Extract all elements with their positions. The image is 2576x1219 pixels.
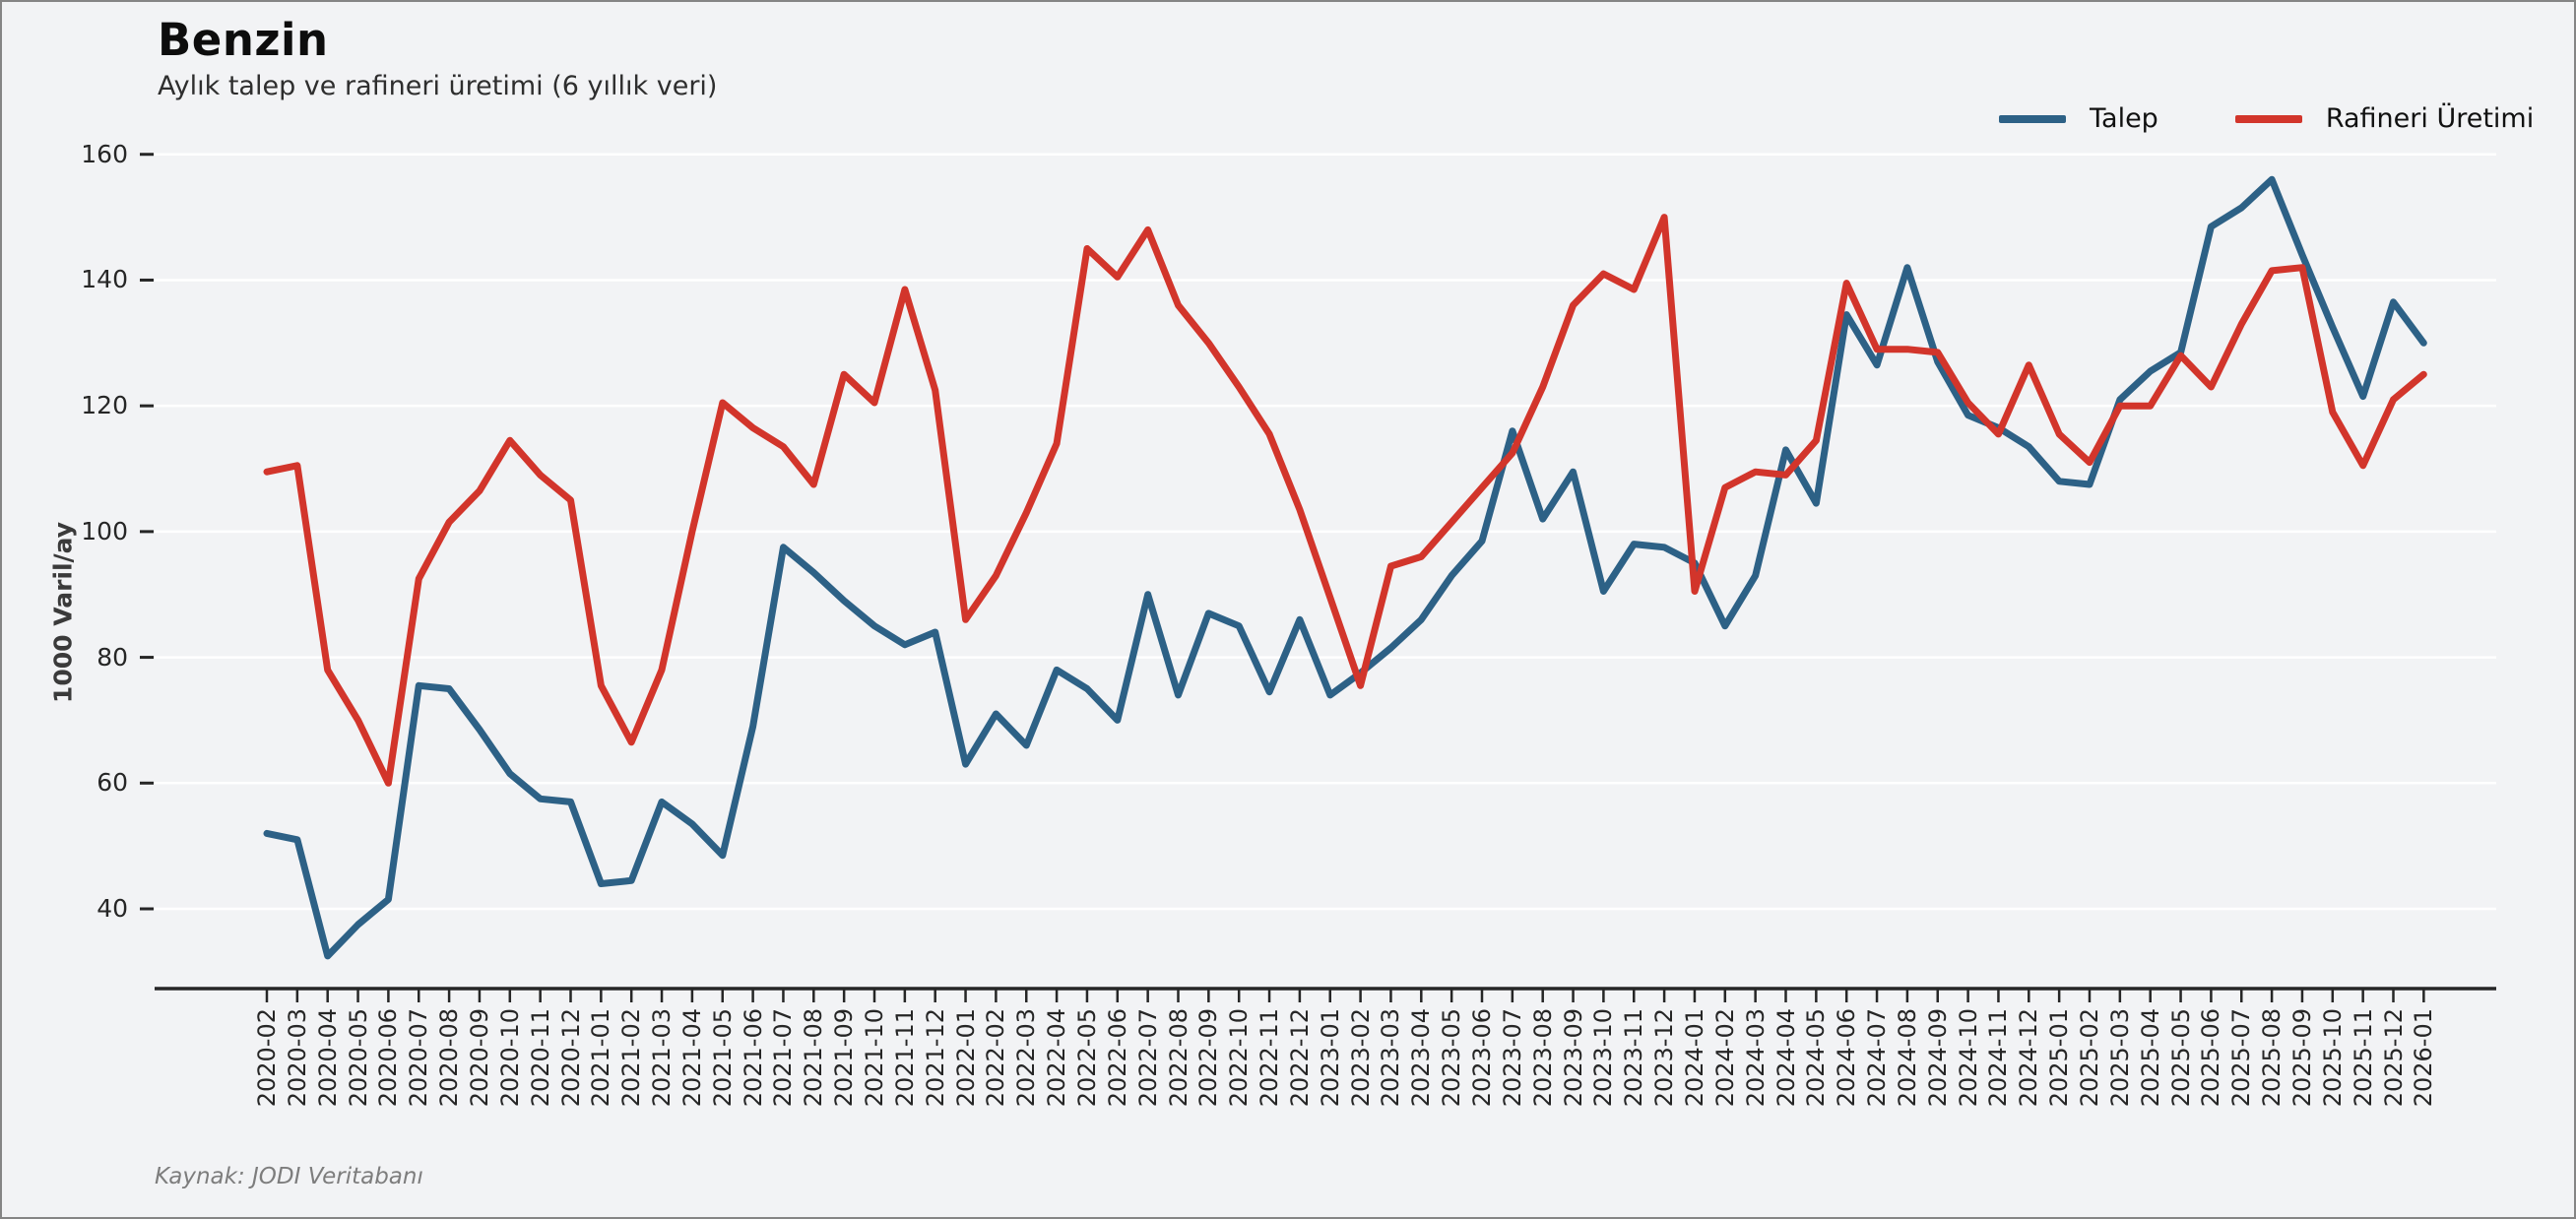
x-tick-label-2020-05: 2020-05 bbox=[344, 1008, 372, 1108]
x-tick-label-2021-05: 2021-05 bbox=[708, 1008, 737, 1108]
x-tick-label-2021-01: 2021-01 bbox=[587, 1008, 615, 1108]
x-tick-label-2024-02: 2024-02 bbox=[1710, 1008, 1739, 1108]
x-tick-label-2022-10: 2022-10 bbox=[1225, 1008, 1254, 1108]
x-tick-label-2024-07: 2024-07 bbox=[1863, 1008, 1892, 1108]
x-tick-label-2024-01: 2024-01 bbox=[1680, 1008, 1708, 1108]
x-tick-label-2023-10: 2023-10 bbox=[1589, 1008, 1618, 1108]
x-tick-label-2023-03: 2023-03 bbox=[1377, 1008, 1405, 1108]
x-tick-label-2023-04: 2023-04 bbox=[1407, 1008, 1436, 1108]
x-tick-label-2025-03: 2025-03 bbox=[2105, 1008, 2134, 1108]
y-tick-label-60: 60 bbox=[97, 768, 128, 798]
source-note: Kaynak: JODI Veritabanı bbox=[155, 1164, 423, 1189]
x-tick-label-2023-02: 2023-02 bbox=[1346, 1008, 1375, 1108]
chart-title: Benzin bbox=[158, 14, 329, 66]
legend: Talep Rafineri Üretimi bbox=[1999, 103, 2534, 134]
x-tick-label-2020-03: 2020-03 bbox=[283, 1008, 311, 1108]
x-tick-label-2025-02: 2025-02 bbox=[2076, 1008, 2103, 1108]
x-tick-label-2022-06: 2022-06 bbox=[1103, 1008, 1131, 1108]
x-tick-label-2022-09: 2022-09 bbox=[1194, 1008, 1223, 1108]
y-tick-label-100: 100 bbox=[81, 516, 128, 545]
y-tick-label-160: 160 bbox=[81, 139, 128, 168]
x-tick-label-2024-05: 2024-05 bbox=[1802, 1008, 1831, 1108]
x-tick-label-2025-09: 2025-09 bbox=[2287, 1008, 2316, 1108]
x-tick-label-2020-12: 2020-12 bbox=[556, 1008, 585, 1108]
x-tick-label-2022-05: 2022-05 bbox=[1072, 1008, 1101, 1108]
x-tick-label-2025-04: 2025-04 bbox=[2136, 1008, 2164, 1108]
x-tick-label-2021-10: 2021-10 bbox=[861, 1008, 888, 1108]
x-tick-label-2023-07: 2023-07 bbox=[1498, 1008, 1526, 1108]
x-tick-label-2021-06: 2021-06 bbox=[739, 1008, 767, 1108]
x-tick-label-2021-12: 2021-12 bbox=[921, 1008, 949, 1108]
legend-label-rafineri: Rafineri Üretimi bbox=[2325, 103, 2535, 134]
x-tick-label-2022-03: 2022-03 bbox=[1012, 1008, 1041, 1108]
x-tick-label-2022-02: 2022-02 bbox=[982, 1008, 1010, 1108]
legend-item-talep: Talep bbox=[1999, 103, 2158, 134]
x-tick-label-2023-06: 2023-06 bbox=[1468, 1008, 1496, 1108]
x-tick-label-2020-04: 2020-04 bbox=[313, 1008, 342, 1108]
x-tick-label-2021-09: 2021-09 bbox=[830, 1008, 859, 1108]
x-tick-label-2020-11: 2020-11 bbox=[526, 1008, 554, 1108]
x-tick-label-2025-12: 2025-12 bbox=[2379, 1008, 2408, 1108]
x-tick-label-2025-06: 2025-06 bbox=[2197, 1008, 2225, 1108]
x-tick-label-2021-08: 2021-08 bbox=[800, 1008, 828, 1108]
x-tick-label-2023-01: 2023-01 bbox=[1316, 1008, 1344, 1108]
talep-line bbox=[263, 175, 2427, 960]
x-tick-label-2024-10: 2024-10 bbox=[1954, 1008, 1982, 1108]
x-tick-label-2021-11: 2021-11 bbox=[890, 1008, 919, 1108]
x-tick-label-2023-08: 2023-08 bbox=[1528, 1008, 1557, 1108]
x-tick-label-2024-08: 2024-08 bbox=[1893, 1008, 1921, 1108]
x-tick-label-2021-02: 2021-02 bbox=[617, 1008, 646, 1108]
x-tick-label-2024-06: 2024-06 bbox=[1833, 1008, 1861, 1108]
x-tick-label-2022-11: 2022-11 bbox=[1256, 1008, 1284, 1108]
x-tick-label-2025-11: 2025-11 bbox=[2349, 1008, 2377, 1108]
x-tick-label-2026-01: 2026-01 bbox=[2410, 1008, 2438, 1108]
x-tick-label-2024-09: 2024-09 bbox=[1923, 1008, 1952, 1108]
y-tick-label-40: 40 bbox=[97, 894, 128, 923]
x-tick-label-2020-10: 2020-10 bbox=[495, 1008, 524, 1108]
x-tick-label-2024-12: 2024-12 bbox=[2015, 1008, 2043, 1108]
rafineri-line-swatch bbox=[2234, 114, 2302, 123]
x-tick-label-2022-08: 2022-08 bbox=[1164, 1008, 1192, 1108]
x-tick-label-2022-07: 2022-07 bbox=[1133, 1008, 1162, 1108]
x-tick-label-2024-04: 2024-04 bbox=[1771, 1008, 1800, 1108]
x-tick-label-2021-07: 2021-07 bbox=[769, 1008, 798, 1108]
x-tick-label-2022-12: 2022-12 bbox=[1285, 1008, 1314, 1108]
y-tick-label-140: 140 bbox=[81, 265, 128, 294]
x-tick-label-2023-12: 2023-12 bbox=[1650, 1008, 1679, 1108]
legend-item-rafineri: Rafineri Üretimi bbox=[2234, 103, 2535, 134]
x-tick-label-2024-11: 2024-11 bbox=[1984, 1008, 2013, 1108]
chart-subtitle: Aylık talep ve rafineri üretimi (6 yıllı… bbox=[158, 71, 718, 101]
x-tick-label-2020-09: 2020-09 bbox=[465, 1008, 493, 1108]
x-tick-label-2023-11: 2023-11 bbox=[1620, 1008, 1648, 1108]
x-tick-label-2020-08: 2020-08 bbox=[435, 1008, 464, 1108]
legend-label-talep: Talep bbox=[2090, 103, 2158, 134]
x-tick-label-2024-03: 2024-03 bbox=[1741, 1008, 1770, 1108]
y-tick-label-80: 80 bbox=[97, 642, 128, 672]
x-tick-label-2020-06: 2020-06 bbox=[374, 1008, 403, 1108]
x-tick-label-2021-04: 2021-04 bbox=[677, 1008, 706, 1108]
x-tick-label-2023-05: 2023-05 bbox=[1438, 1008, 1466, 1108]
x-tick-label-2022-01: 2022-01 bbox=[951, 1008, 980, 1108]
x-tick-label-2025-08: 2025-08 bbox=[2258, 1008, 2286, 1108]
x-tick-label-2022-04: 2022-04 bbox=[1043, 1008, 1071, 1108]
x-tick-label-2025-01: 2025-01 bbox=[2045, 1008, 2074, 1108]
talep-line-swatch bbox=[1999, 114, 2066, 123]
y-tick-label-120: 120 bbox=[81, 391, 128, 420]
x-tick-label-2021-03: 2021-03 bbox=[648, 1008, 676, 1108]
x-tick-label-2025-05: 2025-05 bbox=[2166, 1008, 2195, 1108]
rafineri-retimi-line bbox=[263, 214, 2427, 787]
x-tick-label-2020-02: 2020-02 bbox=[253, 1008, 281, 1108]
x-tick-label-2025-07: 2025-07 bbox=[2227, 1008, 2256, 1108]
x-tick-label-2020-07: 2020-07 bbox=[405, 1008, 433, 1108]
x-tick-label-2023-09: 2023-09 bbox=[1559, 1008, 1587, 1108]
x-tick-label-2025-10: 2025-10 bbox=[2318, 1008, 2347, 1108]
